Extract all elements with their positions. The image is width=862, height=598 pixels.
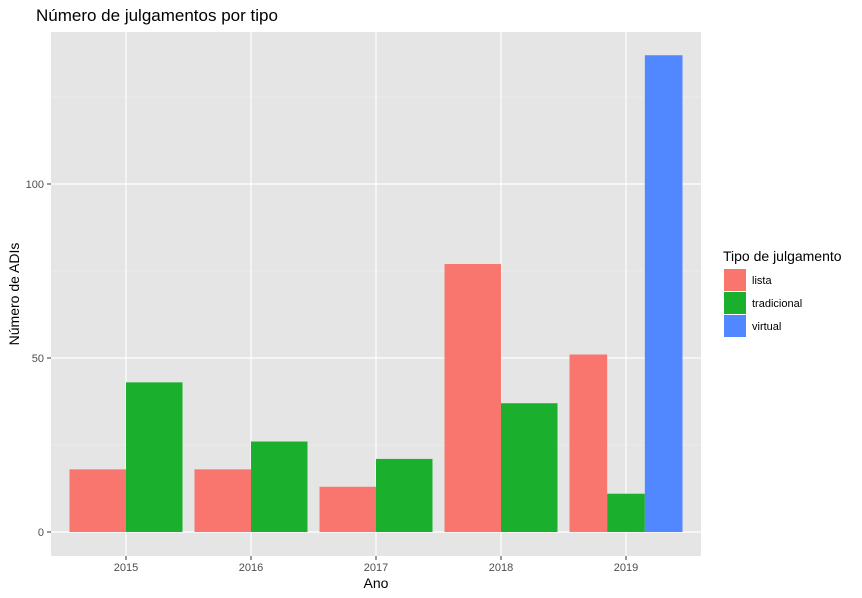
legend: Tipo de julgamento lista tradicional virtu… <box>723 248 842 337</box>
x-tick-label: 2017 <box>364 562 388 574</box>
y-tick-label: 0 <box>38 527 44 539</box>
legend-title: Tipo de julgamento <box>723 248 842 264</box>
bar-lista-2016 <box>194 469 251 532</box>
bar-lista-2019 <box>569 354 608 532</box>
bars <box>69 55 683 533</box>
x-tick-label: 2018 <box>489 562 513 574</box>
x-axis-title: Ano <box>364 575 389 591</box>
legend-key-virtual <box>724 315 746 337</box>
bar-virtual-2019 <box>644 55 683 533</box>
x-tick-label: 2016 <box>239 562 263 574</box>
legend-label-lista: lista <box>752 275 772 287</box>
legend-key-tradicional <box>724 292 746 314</box>
y-axis-title: Número de ADIs <box>6 243 22 346</box>
x-tick-label: 2019 <box>614 562 638 574</box>
chart-title: Número de julgamentos por tipo <box>36 6 278 25</box>
y-axis: 0 50 100 <box>26 179 51 539</box>
y-tick-label: 100 <box>26 179 44 191</box>
bar-lista-2015 <box>69 469 126 532</box>
legend-label-virtual: virtual <box>752 321 781 333</box>
y-tick-label: 50 <box>32 353 44 365</box>
bar-lista-2017 <box>319 486 376 532</box>
bar-tradicional-2016 <box>251 441 308 532</box>
legend-key-lista <box>724 269 746 291</box>
bar-tradicional-2017 <box>376 458 433 532</box>
legend-label-tradicional: tradicional <box>752 298 802 310</box>
bar-tradicional-2015 <box>126 382 183 532</box>
bar-tradicional-2018 <box>501 403 558 532</box>
x-tick-label: 2015 <box>114 562 138 574</box>
bar-tradicional-2019 <box>607 493 645 532</box>
bar-lista-2018 <box>444 264 501 532</box>
x-axis: 2015 2016 2017 2018 2019 <box>114 556 638 574</box>
